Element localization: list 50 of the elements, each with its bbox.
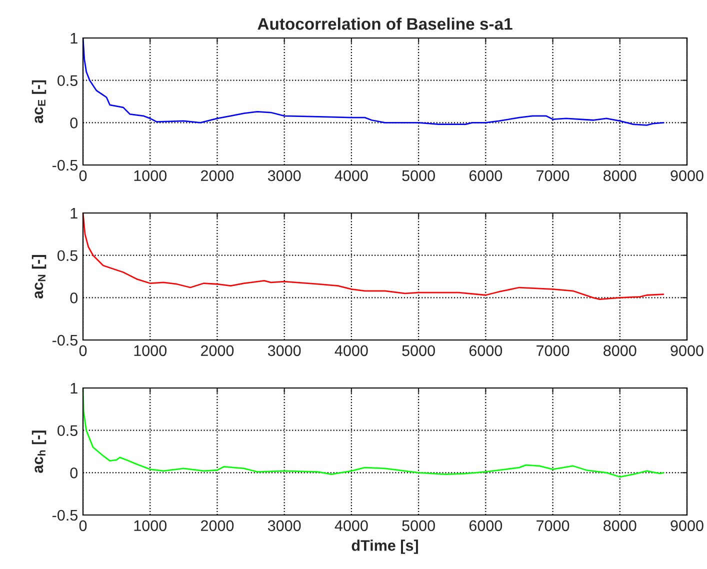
y-tick-label: 1 [70,383,78,394]
x-tick-label: 7000 [536,345,570,356]
chart-title: Autocorrelation of Baseline s-a1 [258,18,512,30]
y-tick-label: 0 [70,292,78,304]
y-axis-title: ac$_{h}$ [-] [32,430,46,473]
x-tick-label: 9000 [670,520,704,532]
x-tick-label: 5000 [402,520,435,532]
x-tick-label: 1000 [134,345,167,356]
x-tick-label: 3000 [268,345,301,356]
x-tick-label: 9000 [670,170,704,182]
y-tick-label: 1 [70,208,78,219]
x-tick-label: 0 [79,170,87,182]
x-tick-label: 9000 [670,345,704,356]
y-axis-title: ac$_{E}$ [-] [32,80,46,124]
x-tick-label: 1000 [134,170,167,182]
x-tick-label: 0 [79,520,87,532]
x-tick-label: 7000 [536,520,570,532]
y-tick-label: -0.5 [52,160,78,171]
y-tick-label: 0.5 [58,75,78,86]
x-tick-label: 3000 [268,520,301,532]
y-tick-label: -0.5 [52,510,78,521]
x-tick-label: 3000 [268,170,301,182]
y-tick-label: 0 [70,468,78,478]
x-tick-label: 5000 [402,170,435,182]
x-tick-label: 4000 [334,170,368,182]
x-tick-label: 6000 [469,520,502,532]
y-tick-label: -0.5 [52,334,78,346]
line-series [83,388,664,478]
x-tick-label: 1000 [134,520,167,532]
x-tick-label: 2000 [201,170,234,182]
x-tick-label: 8000 [604,520,636,532]
x-tick-label: 8000 [604,170,636,182]
x-axis-title: dTime [s] [352,540,418,554]
line-series [83,38,664,126]
x-tick-label: 4000 [334,345,368,356]
x-tick-label: 4000 [334,520,368,532]
y-axis-title: ac$_{N}$ [-] [32,255,46,299]
y-tick-label: 0 [70,118,78,128]
x-tick-label: 6000 [469,170,502,182]
x-tick-label: 8000 [604,345,636,356]
y-tick-label: 1 [70,33,78,44]
y-tick-label: 0.5 [58,250,78,262]
y-tick-label: 0.5 [58,425,78,436]
x-tick-label: 5000 [402,345,435,356]
line-series [83,213,664,300]
x-tick-label: 6000 [469,345,502,356]
x-tick-label: 0 [79,345,87,356]
x-tick-label: 2000 [201,520,234,532]
x-tick-label: 2000 [201,345,234,356]
x-tick-label: 7000 [536,170,570,182]
